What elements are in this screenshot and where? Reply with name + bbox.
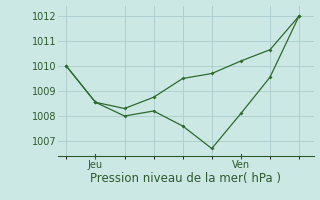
X-axis label: Pression niveau de la mer( hPa ): Pression niveau de la mer( hPa ) — [90, 172, 281, 185]
